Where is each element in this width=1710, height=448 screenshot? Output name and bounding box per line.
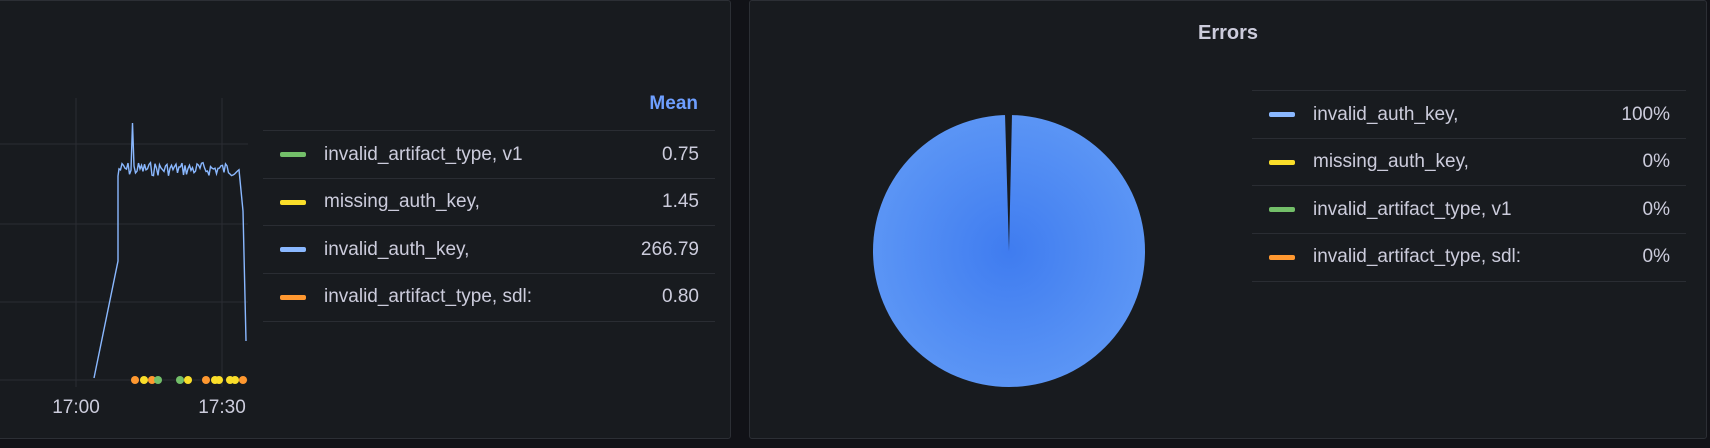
timeseries-chart bbox=[0, 98, 248, 387]
series-color-swatch-icon bbox=[280, 199, 306, 205]
pie-legend: invalid_auth_key, 100% missing_auth_key,… bbox=[1252, 90, 1686, 282]
timeseries-panel: 17:00 17:30 Mean invalid_artifact_type, … bbox=[0, 0, 731, 439]
legend-value: 0% bbox=[1642, 198, 1670, 220]
series-color-swatch-icon bbox=[1269, 112, 1295, 117]
series-point bbox=[154, 376, 162, 384]
legend-item[interactable]: invalid_auth_key, 266.79 bbox=[263, 225, 715, 273]
legend-item[interactable]: invalid_auth_key, 100% bbox=[1252, 90, 1686, 138]
x-tick-label: 17:30 bbox=[198, 397, 246, 418]
legend-item[interactable]: missing_auth_key, 0% bbox=[1252, 137, 1686, 186]
legend-label: invalid_artifact_type, sdl: bbox=[324, 286, 533, 307]
legend-label: invalid_artifact_type, v1 bbox=[1313, 198, 1512, 220]
legend-item[interactable]: invalid_artifact_type, sdl: 0.80 bbox=[263, 272, 715, 322]
pie-chart bbox=[873, 114, 1145, 387]
series-line-invalid-auth-key bbox=[93, 122, 247, 379]
legend-value: 0% bbox=[1642, 151, 1670, 172]
legend-item[interactable]: invalid_artifact_type, v1 0.75 bbox=[263, 130, 715, 178]
pie-slice-gap bbox=[1005, 114, 1012, 251]
legend-label: missing_auth_key, bbox=[1313, 151, 1469, 172]
timeseries-legend: invalid_artifact_type, v1 0.75 missing_a… bbox=[263, 130, 715, 322]
series-point bbox=[140, 376, 148, 384]
legend-value: 266.79 bbox=[640, 238, 699, 260]
legend-item[interactable]: invalid_artifact_type, sdl: 0% bbox=[1252, 232, 1686, 282]
legend-label: invalid_artifact_type, v1 bbox=[324, 143, 523, 165]
series-point bbox=[184, 376, 192, 384]
series-color-swatch-icon bbox=[1269, 254, 1295, 260]
legend-item[interactable]: invalid_artifact_type, v1 0% bbox=[1252, 185, 1686, 233]
legend-header-mean[interactable]: Mean bbox=[649, 93, 698, 114]
series-color-swatch-icon bbox=[280, 294, 306, 300]
legend-label: invalid_auth_key, bbox=[1313, 103, 1459, 125]
series-color-swatch-icon bbox=[280, 247, 306, 252]
series-point bbox=[176, 376, 184, 384]
legend-value: 0% bbox=[1642, 246, 1670, 267]
series-color-swatch-icon bbox=[280, 152, 306, 157]
legend-value: 0.75 bbox=[662, 143, 699, 165]
series-point bbox=[148, 376, 156, 384]
legend-value: 1.45 bbox=[662, 191, 699, 212]
legend-item[interactable]: missing_auth_key, 1.45 bbox=[263, 177, 715, 226]
errors-panel: Errors invalid_auth_key, 100% missing_au… bbox=[749, 0, 1707, 439]
legend-value: 0.80 bbox=[662, 286, 699, 307]
series-point bbox=[231, 376, 239, 384]
legend-value: 100% bbox=[1621, 103, 1670, 125]
series-point bbox=[239, 376, 247, 384]
series-point bbox=[215, 376, 223, 384]
series-color-swatch-icon bbox=[1269, 207, 1295, 212]
series-color-swatch-icon bbox=[1269, 159, 1295, 165]
legend-label: invalid_artifact_type, sdl: bbox=[1313, 246, 1522, 267]
legend-label: missing_auth_key, bbox=[324, 191, 480, 212]
x-tick-label: 17:00 bbox=[52, 397, 100, 418]
legend-label: invalid_auth_key, bbox=[324, 238, 470, 260]
series-point bbox=[131, 376, 139, 384]
panel-title: Errors bbox=[1197, 22, 1259, 44]
series-point bbox=[202, 376, 210, 384]
